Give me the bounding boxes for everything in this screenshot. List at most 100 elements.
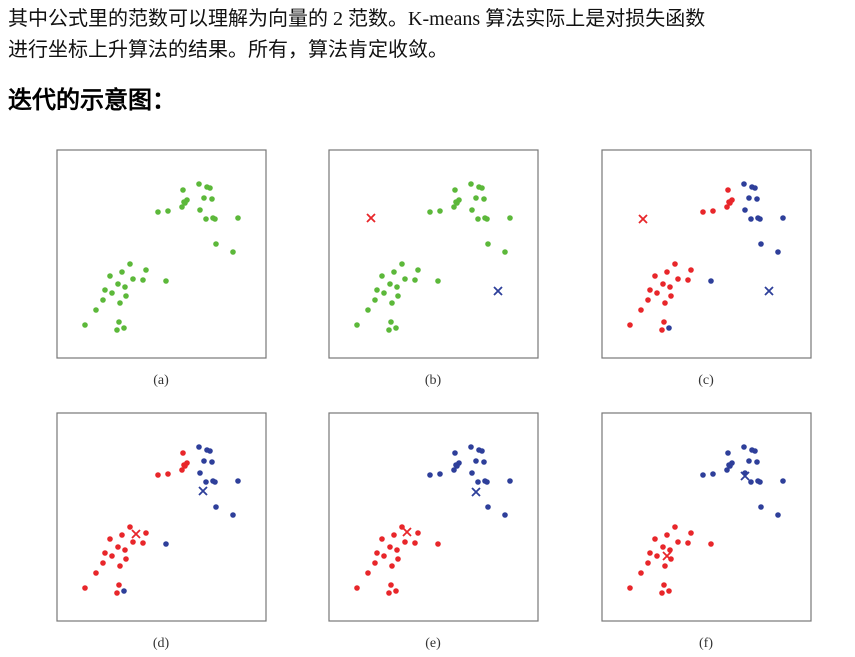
point <box>379 273 385 279</box>
point <box>122 547 128 553</box>
point <box>654 290 660 296</box>
point <box>143 530 149 536</box>
point <box>754 459 760 465</box>
point <box>82 585 88 591</box>
caption: (b) <box>425 373 442 388</box>
point <box>645 560 651 566</box>
point <box>437 208 443 214</box>
point <box>451 467 457 473</box>
point <box>452 450 458 456</box>
point <box>122 284 128 290</box>
point <box>116 319 122 325</box>
point <box>212 216 218 222</box>
point <box>197 470 203 476</box>
point <box>672 261 678 267</box>
point <box>119 532 125 538</box>
point <box>638 307 644 313</box>
point <box>476 184 482 190</box>
point <box>710 208 716 214</box>
point <box>748 216 754 222</box>
point <box>391 269 397 275</box>
centroid <box>740 471 750 481</box>
point <box>115 281 121 287</box>
point <box>386 327 392 333</box>
point <box>724 467 730 473</box>
point <box>688 267 694 273</box>
point <box>725 187 731 193</box>
point <box>93 570 99 576</box>
point <box>638 570 644 576</box>
point <box>502 512 508 518</box>
point <box>379 536 385 542</box>
point <box>660 281 666 287</box>
point <box>672 524 678 530</box>
point <box>453 462 459 468</box>
point <box>212 479 218 485</box>
point <box>757 479 763 485</box>
point <box>473 195 479 201</box>
point <box>754 196 760 202</box>
point <box>507 478 513 484</box>
point <box>117 563 123 569</box>
scatter-panel <box>328 149 539 359</box>
point <box>372 297 378 303</box>
point <box>700 472 706 478</box>
point <box>654 553 660 559</box>
point <box>758 241 764 247</box>
point <box>627 322 633 328</box>
scatter-panel <box>56 149 267 359</box>
point <box>127 261 133 267</box>
point <box>475 479 481 485</box>
point <box>395 293 401 299</box>
point <box>109 553 115 559</box>
point <box>412 277 418 283</box>
panel-frame <box>328 412 539 622</box>
point <box>197 207 203 213</box>
point <box>667 547 673 553</box>
point <box>155 209 161 215</box>
point <box>140 277 146 283</box>
point <box>437 471 443 477</box>
point <box>481 196 487 202</box>
paragraph-line: 进行坐标上升算法的结果。所有，算法肯定收敛。 <box>8 39 448 61</box>
point <box>130 539 136 545</box>
point <box>675 539 681 545</box>
point <box>374 550 380 556</box>
point <box>647 550 653 556</box>
heading: 迭代的示意图： <box>8 86 176 114</box>
point <box>675 276 681 282</box>
point <box>389 563 395 569</box>
point <box>652 536 658 542</box>
point <box>155 472 161 478</box>
point <box>213 504 219 510</box>
point <box>742 207 748 213</box>
point <box>130 276 136 282</box>
point <box>114 327 120 333</box>
panel-frame <box>56 149 267 359</box>
point <box>179 467 185 473</box>
point <box>507 215 513 221</box>
point <box>121 588 127 594</box>
panel-frame <box>56 412 267 622</box>
point <box>107 273 113 279</box>
point <box>726 199 732 205</box>
centroid <box>198 486 208 496</box>
point <box>140 540 146 546</box>
point <box>708 541 714 547</box>
point <box>757 216 763 222</box>
point <box>394 284 400 290</box>
point <box>102 550 108 556</box>
point <box>427 472 433 478</box>
scatter-panel <box>328 412 539 622</box>
point <box>746 458 752 464</box>
point <box>502 249 508 255</box>
point <box>387 544 393 550</box>
point <box>708 278 714 284</box>
point <box>710 471 716 477</box>
panel-frame <box>328 149 539 359</box>
point <box>354 322 360 328</box>
point <box>700 209 706 215</box>
point <box>485 504 491 510</box>
point <box>123 556 129 562</box>
